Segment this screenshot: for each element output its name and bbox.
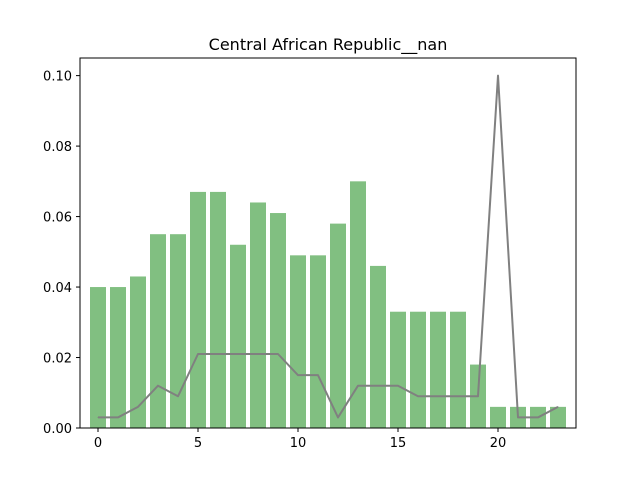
chart-title: Central African Republic__nan xyxy=(209,35,448,55)
x-tick-label-15: 15 xyxy=(390,436,407,451)
line-point-7 xyxy=(237,353,239,355)
bar-18 xyxy=(450,311,466,428)
line-point-10 xyxy=(297,374,299,376)
bar-10 xyxy=(290,255,306,428)
bar-12 xyxy=(330,223,346,428)
line-path xyxy=(98,74,559,419)
line-point-14 xyxy=(377,385,379,387)
line-point-15 xyxy=(397,385,399,387)
line-point-20 xyxy=(497,75,499,77)
y-tick-label-0: 0.00 xyxy=(43,422,72,437)
y-axis: 0.00 0.02 0.04 0.06 0.08 0.10 xyxy=(43,70,80,437)
y-tick-label-1: 0.02 xyxy=(43,352,72,367)
bar-0 xyxy=(90,287,106,428)
line-point-9 xyxy=(277,353,279,355)
line-point-21 xyxy=(517,416,519,418)
line-point-23 xyxy=(557,406,559,408)
y-tick-label-5: 0.10 xyxy=(43,70,72,85)
bar-5 xyxy=(190,191,206,428)
line-point-5 xyxy=(197,353,199,355)
line-point-1 xyxy=(117,416,119,418)
line-point-22 xyxy=(537,416,539,418)
line-series xyxy=(97,74,559,419)
bar-20 xyxy=(490,406,506,428)
line-point-16 xyxy=(417,395,419,397)
bar-17 xyxy=(430,311,446,428)
bar-16 xyxy=(410,311,426,428)
line-point-8 xyxy=(257,353,259,355)
bar-13 xyxy=(350,181,366,428)
line-point-12 xyxy=(337,416,339,418)
x-tick-label-10: 10 xyxy=(290,436,307,451)
line-point-6 xyxy=(217,353,219,355)
y-tick-label-2: 0.04 xyxy=(43,281,72,296)
bar-4 xyxy=(170,234,186,428)
plot-frame xyxy=(79,57,577,429)
line-point-4 xyxy=(177,395,179,397)
bar-9 xyxy=(270,213,286,428)
bar-1 xyxy=(110,287,126,428)
line-point-3 xyxy=(157,385,159,387)
bar-3 xyxy=(150,234,166,428)
line-point-11 xyxy=(317,374,319,376)
bar-15 xyxy=(390,311,406,428)
line-point-2 xyxy=(137,406,139,408)
x-tick-label-5: 5 xyxy=(194,436,202,451)
bar-23 xyxy=(550,406,566,428)
line-point-19 xyxy=(477,395,479,397)
line-point-18 xyxy=(457,395,459,397)
x-tick-label-20: 20 xyxy=(490,436,507,451)
x-axis: 0 5 10 15 20 xyxy=(94,428,506,451)
bar-11 xyxy=(310,255,326,428)
y-tick-label-3: 0.06 xyxy=(43,211,72,226)
bar-8 xyxy=(250,202,266,428)
line-point-0 xyxy=(97,416,99,418)
y-tick-label-4: 0.08 xyxy=(43,140,72,155)
bar-7 xyxy=(230,244,246,428)
line-point-13 xyxy=(357,385,359,387)
bar-2 xyxy=(130,276,146,428)
x-tick-label-0: 0 xyxy=(94,436,102,451)
line-point-17 xyxy=(437,395,439,397)
bar-14 xyxy=(370,265,386,428)
bar-6 xyxy=(210,191,226,428)
